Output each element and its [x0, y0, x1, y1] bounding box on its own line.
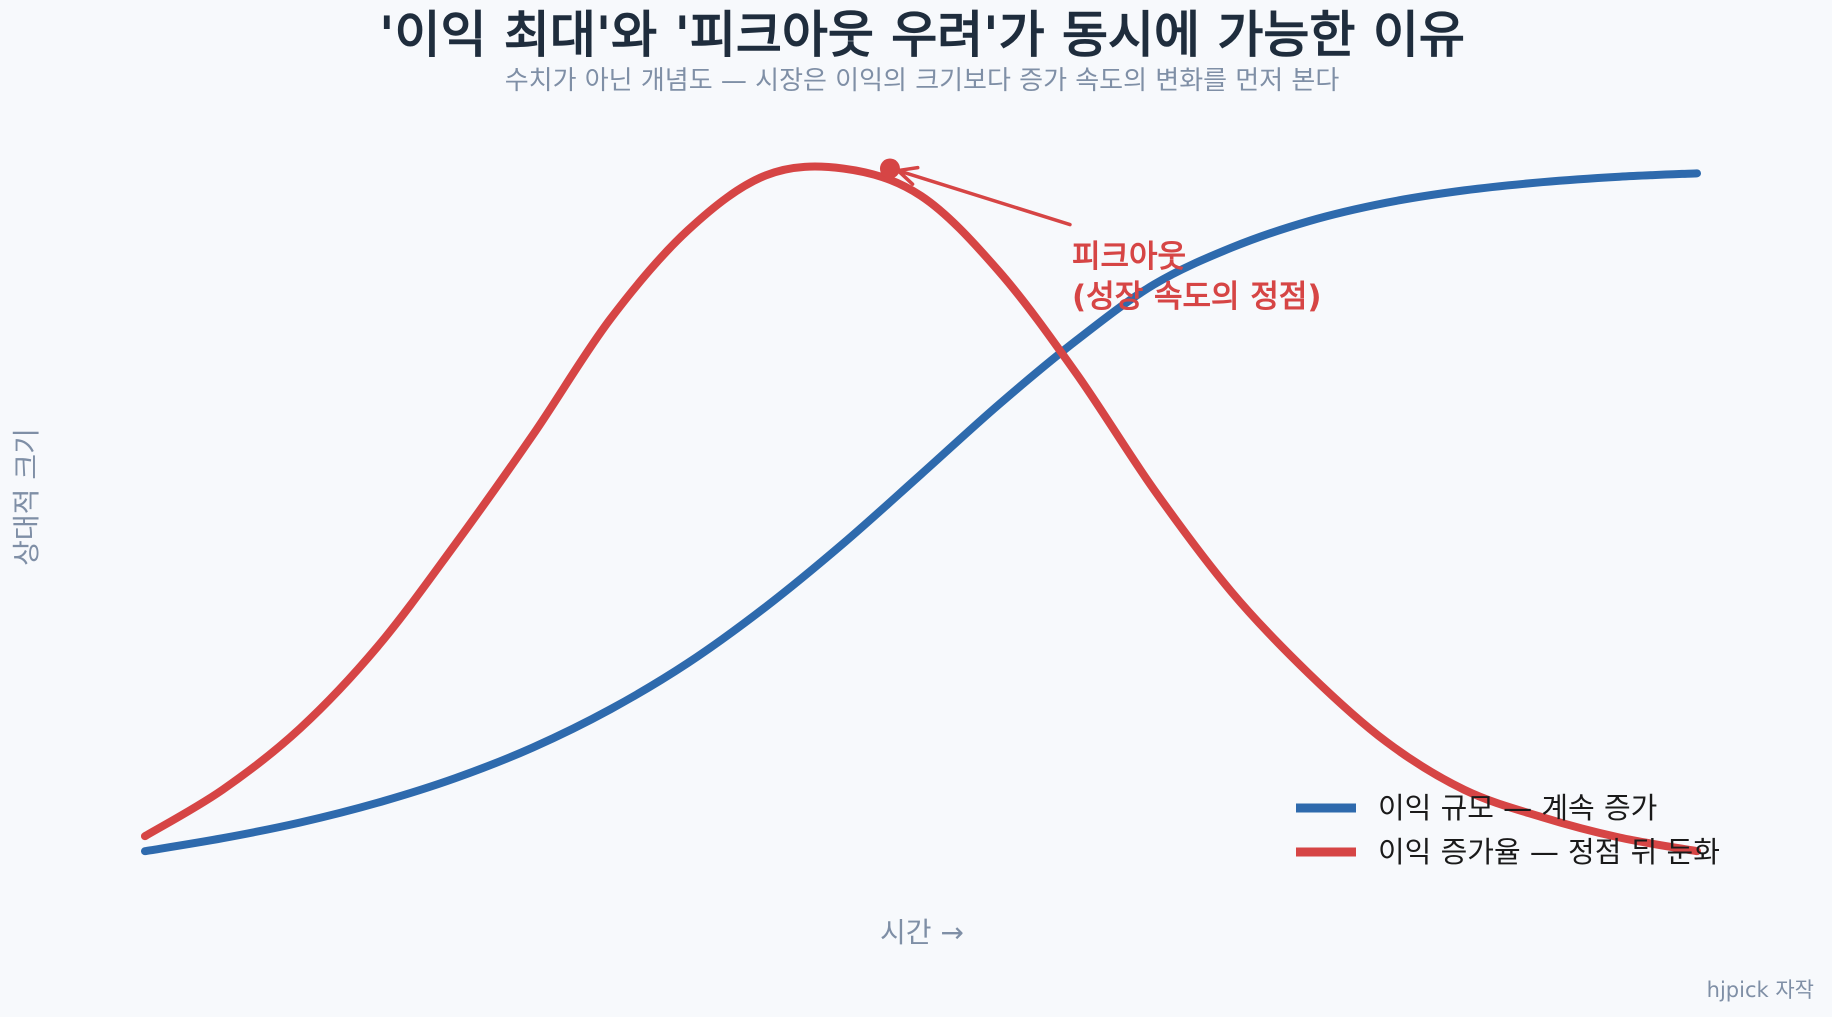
annotation-line-2: (성장 속도의 정점) [1072, 279, 1322, 315]
annotation-arrow [896, 168, 1072, 227]
chart-subtitle: 수치가 아닌 개념도 — 시장은 이익의 크기보다 증가 속도의 변화를 먼저 … [505, 66, 1340, 96]
series-line-profit-growth-rate [141, 162, 1701, 856]
annotation-arrow-head [896, 165, 920, 186]
chart-title: '이익 최대'와 '피크아웃 우려'가 동시에 가능한 이유 [379, 6, 1465, 64]
credit-text: hjpick 자작 [1707, 978, 1814, 1002]
legend: 이익 규모 — 계속 증가 이익 증가율 — 정점 뒤 둔화 [1296, 791, 1720, 869]
peak-marker [879, 158, 900, 179]
legend-label-profit-growth-rate: 이익 증가율 — 정점 뒤 둔화 [1378, 835, 1720, 869]
plot-area: 피크아웃 (성장 속도의 정점) [141, 158, 1701, 856]
y-axis-label: 상대적 크기 [10, 428, 43, 566]
x-axis-label: 시간 → [880, 916, 964, 949]
annotation-line-1: 피크아웃 [1072, 239, 1186, 275]
series-line-profit-size [141, 169, 1701, 856]
legend-label-profit-size: 이익 규모 — 계속 증가 [1378, 791, 1657, 825]
annotation-text: 피크아웃 (성장 속도의 정점) [1072, 239, 1322, 315]
